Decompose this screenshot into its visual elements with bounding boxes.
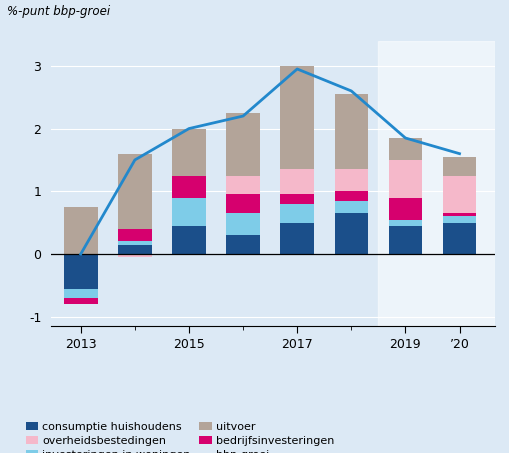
Bar bbox=[118, 229, 151, 241]
Legend: consumptie huishoudens, overheidsbestedingen, investeringen in woningen, uitvoer: consumptie huishoudens, overheidsbestedi… bbox=[21, 417, 338, 453]
Bar bbox=[442, 157, 475, 176]
Bar bbox=[442, 213, 475, 217]
Bar bbox=[118, 154, 151, 229]
Bar bbox=[388, 160, 421, 198]
Bar bbox=[226, 113, 260, 176]
Text: %-punt bbp-groei: %-punt bbp-groei bbox=[7, 5, 109, 18]
Bar bbox=[226, 213, 260, 235]
Bar bbox=[172, 198, 205, 226]
Bar bbox=[172, 226, 205, 254]
Bar bbox=[280, 66, 314, 169]
Bar bbox=[226, 194, 260, 213]
Bar bbox=[64, 207, 97, 254]
Bar bbox=[226, 176, 260, 194]
Bar bbox=[442, 176, 475, 213]
Bar bbox=[334, 191, 367, 201]
Bar bbox=[388, 220, 421, 226]
Bar bbox=[118, 254, 151, 257]
Bar bbox=[64, 298, 97, 304]
Bar bbox=[334, 94, 367, 169]
Bar bbox=[280, 204, 314, 223]
Bar bbox=[64, 289, 97, 298]
Bar bbox=[280, 223, 314, 254]
Bar bbox=[442, 223, 475, 254]
Bar bbox=[226, 235, 260, 254]
Bar bbox=[280, 169, 314, 194]
Bar bbox=[388, 226, 421, 254]
Bar bbox=[118, 245, 151, 254]
Bar bbox=[388, 198, 421, 220]
Bar bbox=[64, 254, 97, 289]
Bar bbox=[378, 41, 494, 326]
Bar bbox=[388, 138, 421, 160]
Bar bbox=[334, 169, 367, 191]
Bar bbox=[334, 201, 367, 213]
Bar bbox=[172, 176, 205, 198]
Bar bbox=[172, 129, 205, 176]
Bar bbox=[118, 241, 151, 245]
Bar bbox=[280, 194, 314, 204]
Bar bbox=[334, 213, 367, 254]
Bar bbox=[442, 217, 475, 223]
